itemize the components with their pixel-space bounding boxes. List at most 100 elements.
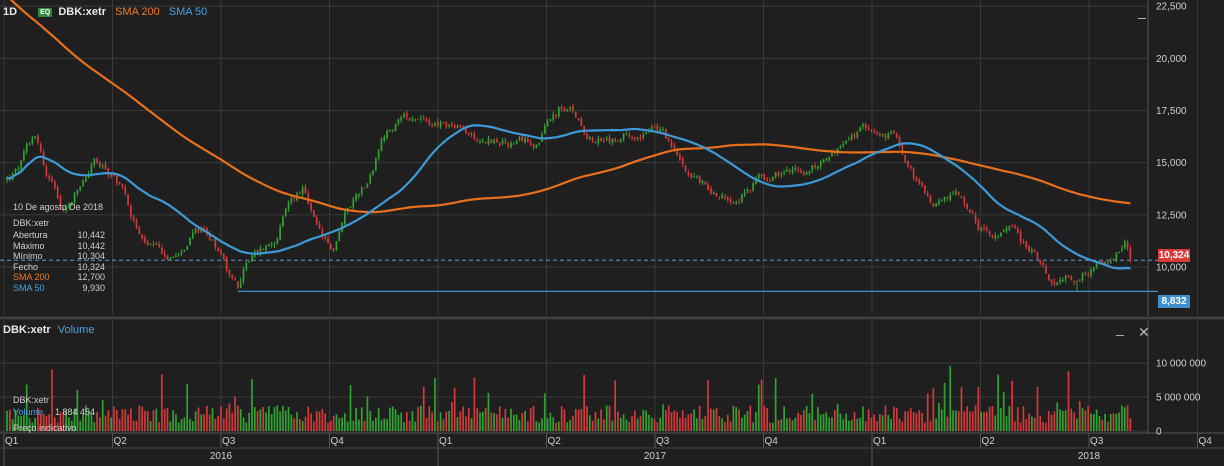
candle-body [611, 139, 614, 143]
candle [541, 131, 543, 143]
candle [715, 192, 718, 198]
candle [780, 171, 783, 179]
candle [189, 237, 191, 246]
sma50-legend[interactable]: SMA 50 [168, 6, 208, 18]
candle-body [918, 180, 921, 184]
candle-body [234, 279, 236, 281]
volume-legend[interactable]: Volume [57, 324, 95, 336]
candle [1061, 277, 1064, 283]
candle-body [20, 160, 22, 170]
candle-body [535, 144, 538, 149]
candle [710, 185, 712, 195]
volume-bar [259, 409, 262, 431]
sma200-legend[interactable]: SMA 200 [115, 6, 160, 18]
volume-bar [1090, 413, 1092, 431]
volume-symbol-label[interactable]: DBK:xetr [3, 324, 51, 336]
candle-body [591, 138, 594, 142]
candle-body [439, 122, 442, 127]
candle [569, 106, 571, 112]
candle [814, 162, 816, 170]
candle [839, 144, 842, 150]
volume-bar [971, 411, 974, 431]
candle [971, 209, 974, 214]
volume-bar [54, 417, 56, 431]
grid-lines [0, 0, 1198, 432]
candle-body [127, 194, 129, 206]
candle [862, 122, 864, 130]
candle [473, 130, 476, 141]
candle [518, 136, 521, 142]
candle [45, 164, 48, 178]
volume-bar [377, 407, 380, 431]
candle [428, 118, 431, 127]
candle-body [132, 216, 135, 221]
candle-body [608, 137, 611, 143]
candle-body [304, 186, 307, 193]
candle [597, 135, 600, 147]
candle-body [1078, 279, 1081, 282]
info-value: 10,442 [77, 230, 105, 240]
candle [1056, 281, 1059, 286]
volume-bar [876, 421, 878, 431]
volume-bar [1067, 371, 1070, 431]
candle-body [315, 217, 318, 225]
candle-body [929, 195, 932, 203]
candle-body [966, 203, 968, 209]
candle-body [467, 133, 470, 135]
candle-body [926, 192, 929, 196]
candle [771, 176, 774, 182]
volume-bar [701, 418, 704, 431]
volume-bar [470, 418, 473, 431]
price-tick-label: 22,500 [1156, 2, 1187, 13]
volume-panel-close-button[interactable]: ✕ [1138, 324, 1150, 340]
volume-bar [957, 411, 960, 431]
timeframe-label[interactable]: 1D [3, 6, 18, 18]
candle [994, 232, 997, 242]
volume-bar [845, 413, 847, 431]
candle [817, 165, 819, 171]
candle [501, 137, 504, 146]
candle [301, 185, 304, 198]
candle [481, 138, 484, 143]
candle [220, 248, 222, 257]
candle [177, 252, 180, 257]
volume-panel-minimize-button[interactable]: _ [1116, 320, 1124, 336]
volume-bar [774, 378, 777, 431]
candle [543, 123, 546, 135]
candle [383, 134, 386, 144]
candle-body [1084, 271, 1087, 273]
candle [695, 174, 698, 179]
candle-body [757, 173, 760, 179]
candle-body [186, 245, 189, 250]
price-panel-minimize-button[interactable]: _ [1138, 3, 1146, 19]
candle [335, 241, 338, 251]
info-label: Máximo [13, 240, 45, 251]
volume-bar [608, 405, 611, 431]
candle [507, 141, 510, 149]
candle-body [1081, 272, 1084, 281]
candle-body [465, 127, 467, 134]
volume-bar [726, 414, 729, 431]
volume-bar [70, 420, 73, 431]
candle [155, 241, 158, 245]
volume-bar [360, 407, 363, 431]
candle [405, 110, 408, 121]
volume-bar [113, 406, 115, 431]
candle [974, 212, 977, 225]
candle-body [493, 140, 495, 144]
candle-body [374, 157, 377, 172]
candle-body [656, 125, 659, 132]
symbol-label[interactable]: DBK:xetr [58, 6, 106, 18]
candle-body [59, 197, 62, 207]
candle-body [279, 226, 281, 240]
volume-tick-label: 5 000 000 [1156, 393, 1201, 404]
candle-body [101, 165, 104, 167]
candle-body [332, 248, 335, 251]
candle [822, 158, 825, 164]
candle [726, 195, 729, 203]
volume-bar [926, 393, 929, 431]
candle-body [490, 139, 493, 143]
candle-body [603, 140, 605, 142]
volume-bar [1098, 416, 1101, 431]
